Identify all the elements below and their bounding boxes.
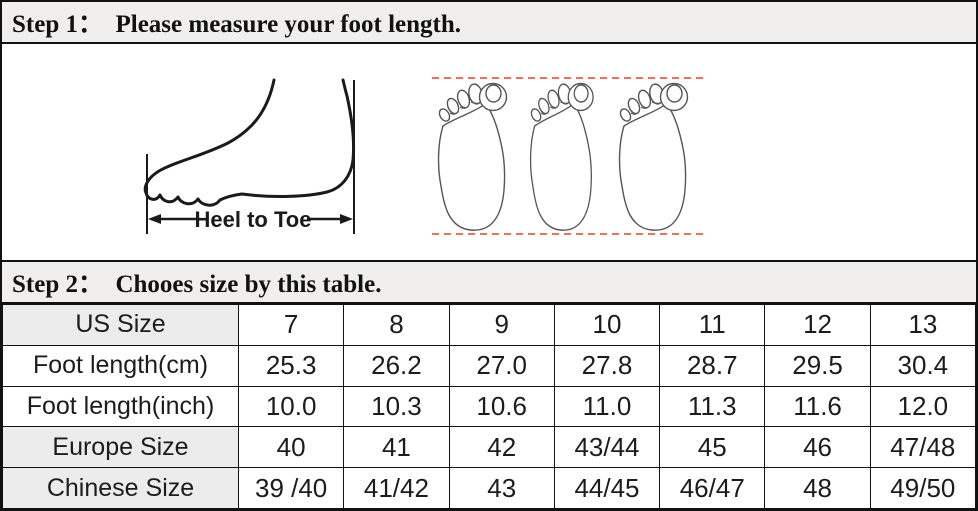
foot-side-profile-icon [143,78,356,207]
size-cell: 10.6 [448,385,555,428]
size-conversion-table: US Size 7 8 9 10 11 12 13 Foot length(cm… [2,304,976,509]
foot-sole-icon-1 [436,82,508,231]
size-cell: 27.0 [448,344,555,387]
size-cell: 8 [343,304,450,346]
size-cell: 11 [659,304,766,346]
size-cell: 43 [448,467,555,509]
measurement-boundary-lines [146,80,355,234]
size-cell: 25.3 [237,344,345,387]
foot-sole-icon-2 [528,82,594,231]
step1-title: Step 1： Please measure your foot length. [12,11,462,38]
table-row-foot-length-inch: Foot length(inch) 10.0 10.3 10.6 11.0 11… [2,385,976,428]
size-cell: 47/48 [869,426,976,469]
size-cell: 45 [659,426,766,469]
step2-title: Step 2： Chooes size by this table. [12,271,382,298]
foot-measurement-illustration: Heel to Toe [143,77,704,235]
size-cell: 42 [448,426,555,469]
heel-to-toe-label: Heel to Toe [195,207,312,232]
size-cell: 11.0 [553,385,661,428]
size-cell: 10.3 [343,385,450,428]
size-cell: 43/44 [553,426,661,469]
size-cell: 29.5 [764,344,871,387]
size-cell: 13 [869,304,976,346]
size-cell: 41/42 [343,467,450,509]
size-cell: 46/47 [659,467,766,509]
row-label-us-size: US Size [2,304,239,346]
size-cell: 10.0 [237,385,345,428]
size-cell: 11.6 [764,385,871,428]
foot-sole-icon-3 [617,82,689,231]
row-label-foot-length-cm: Foot length(cm) [2,344,239,387]
table-row-us-size: US Size 7 8 9 10 11 12 13 [2,304,976,346]
row-label-foot-length-inch: Foot length(inch) [2,385,239,428]
measurement-diagram-section: Heel to Toe [2,44,976,260]
step1-header-band: Step 1： Please measure your foot length. [2,2,976,44]
size-cell: 11.3 [659,385,766,428]
table-row-europe-size: Europe Size 40 41 42 43/44 45 46 47/48 [2,426,976,469]
row-label-chinese-size: Chinese Size [2,467,239,509]
size-cell: 28.7 [659,344,766,387]
table-row-chinese-size: Chinese Size 39 /40 41/42 43 44/45 46/47… [2,467,976,509]
size-cell: 12 [764,304,871,346]
size-cell: 41 [343,426,450,469]
size-cell: 49/50 [869,467,976,509]
size-cell: 26.2 [343,344,450,387]
size-cell: 40 [237,426,345,469]
size-cell: 7 [237,304,345,346]
size-cell: 48 [764,467,871,509]
heel-to-toe-arrow [148,214,353,224]
sole-reference-lines [432,77,704,235]
row-label-europe-size: Europe Size [2,426,239,469]
size-cell: 12.0 [869,385,976,428]
size-cell: 10 [553,304,661,346]
size-cell: 30.4 [869,344,976,387]
size-cell: 44/45 [553,467,661,509]
step2-header-band: Step 2： Chooes size by this table. [2,260,976,304]
table-row-foot-length-cm: Foot length(cm) 25.3 26.2 27.0 27.8 28.7… [2,344,976,387]
size-cell: 46 [764,426,871,469]
size-cell: 27.8 [553,344,661,387]
size-cell: 9 [448,304,555,346]
size-cell: 39 /40 [237,467,345,509]
